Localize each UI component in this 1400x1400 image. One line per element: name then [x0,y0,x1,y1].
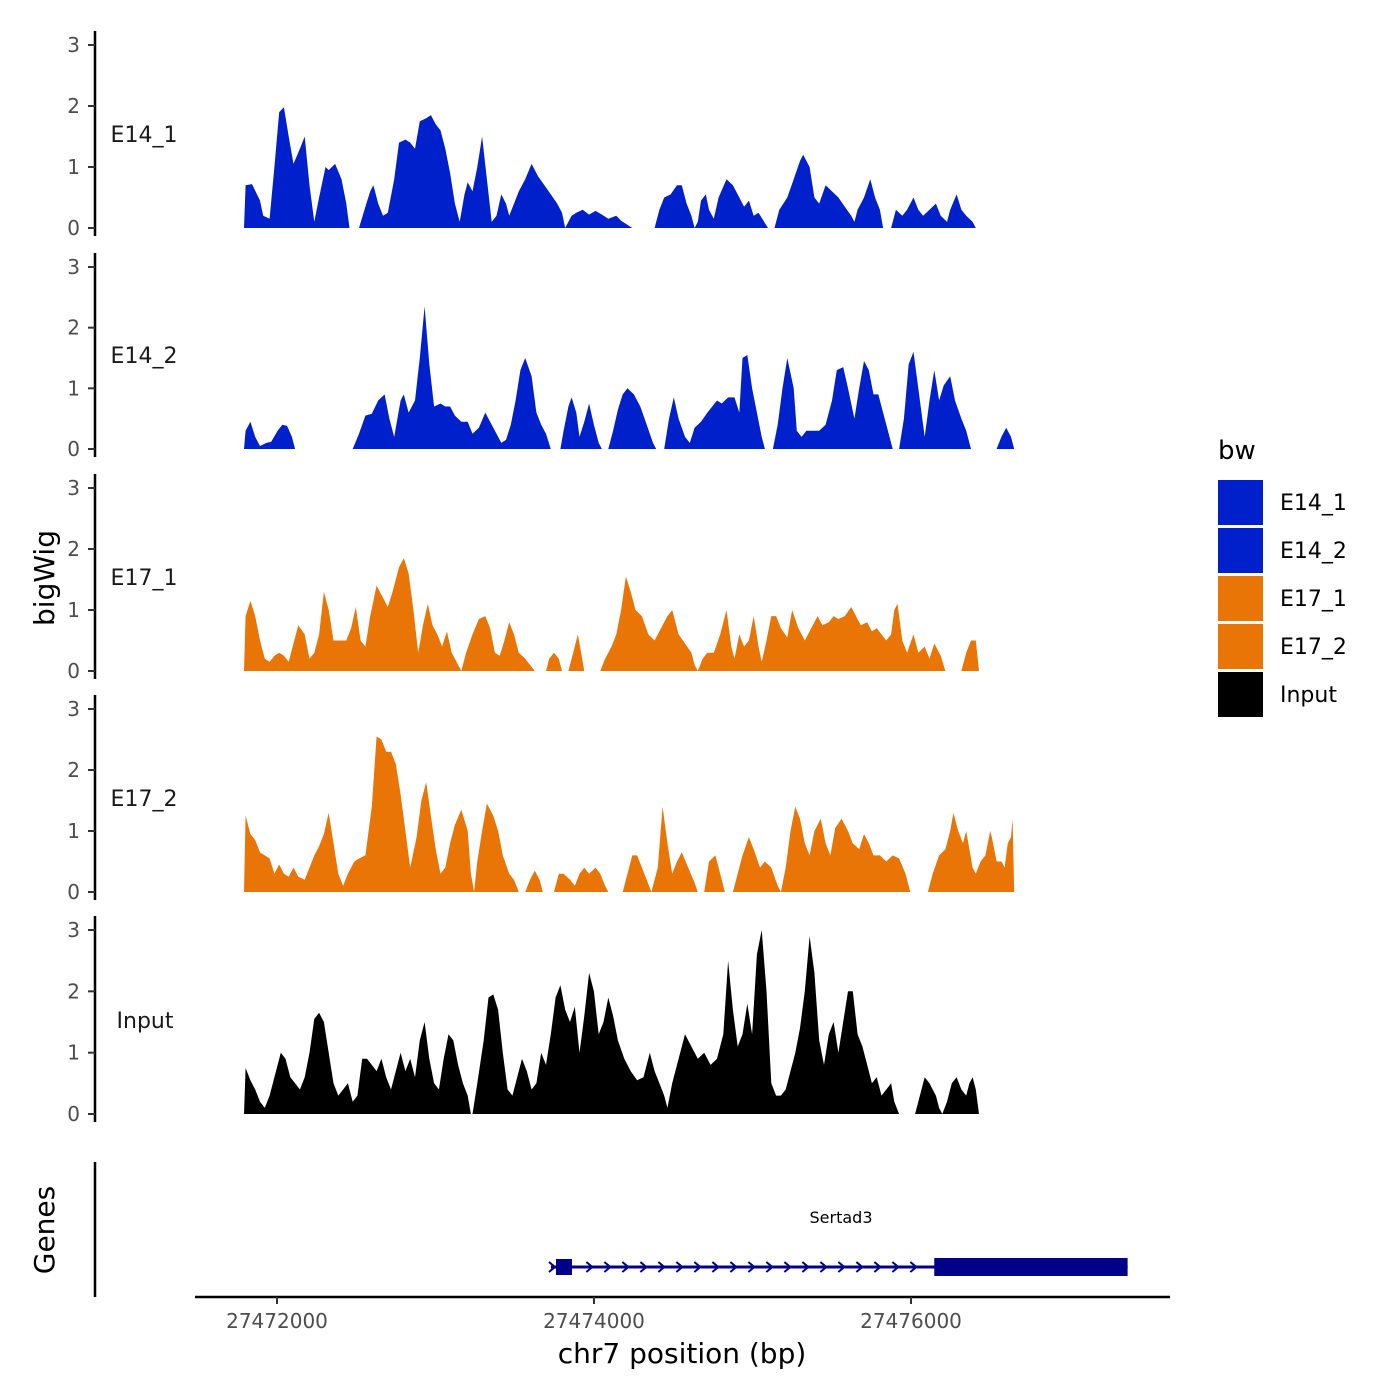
legend-label-E17_2: E17_2 [1280,635,1347,660]
coverage-area-Input [244,930,979,1114]
y-tick-label: 0 [67,1102,80,1126]
gene-start-arrow [548,1261,557,1273]
y-axis-title: bigWig [28,530,61,626]
x-axis-title: chr7 position (bp) [558,1337,807,1370]
gene-strand-arrow [603,1261,612,1273]
gene-strand-arrow [819,1261,828,1273]
coverage-area-E17_2 [244,736,1015,892]
gene-strand-arrow [711,1261,720,1273]
x-tick-label: 27476000 [860,1309,962,1333]
y-tick-label: 1 [67,155,80,179]
track-label-E17_2: E17_2 [111,787,178,812]
track-label-Input: Input [117,1009,174,1034]
y-tick-label: 0 [67,437,80,461]
gene-strand-arrow [747,1261,756,1273]
coverage-area-E17_1 [244,558,979,671]
y-tick-label: 2 [67,979,80,1003]
gene-strand-arrow [585,1261,594,1273]
gene-strand-arrow [675,1261,684,1273]
gene-strand-arrow [891,1261,900,1273]
legend-label-E14_2: E14_2 [1280,539,1347,564]
y-tick-label: 1 [67,819,80,843]
y-tick-label: 3 [67,255,80,279]
gene-strand-arrow [729,1261,738,1273]
y-tick-label: 0 [67,216,80,240]
gene-strand-arrow [621,1261,630,1273]
y-tick-label: 2 [67,316,80,340]
y-tick-label: 2 [67,94,80,118]
gene-strand-arrow [639,1261,648,1273]
gene-strand-arrow [693,1261,702,1273]
gene-strand-arrow [801,1261,810,1273]
legend-label-E17_1: E17_1 [1280,587,1347,612]
legend-label-E14_1: E14_1 [1280,491,1347,516]
coverage-area-E14_2 [244,306,1015,449]
y-tick-label: 1 [67,376,80,400]
legend-swatch-E14_1 [1218,480,1263,525]
y-tick-label: 1 [67,598,80,622]
y-tick-label: 3 [67,918,80,942]
legend-swatch-E17_2 [1218,624,1263,669]
gene-strand-arrow [765,1261,774,1273]
track-label-E14_2: E14_2 [111,344,178,369]
y-tick-label: 3 [67,33,80,57]
legend-swatch-E14_2 [1218,528,1263,573]
legend-title: bw [1218,436,1256,466]
x-tick-label: 27472000 [226,1309,328,1333]
gene-strand-arrow [909,1261,918,1273]
gene-strand-arrow [657,1261,666,1273]
y-tick-label: 1 [67,1041,80,1065]
legend-label-Input: Input [1280,683,1337,708]
gene-strand-arrow [783,1261,792,1273]
gene-exon-cds [934,1258,1128,1276]
y-tick-label: 2 [67,537,80,561]
gene-strand-arrow [855,1261,864,1273]
gene-strand-arrow [873,1261,882,1273]
y-tick-label: 3 [67,697,80,721]
legend-swatch-Input [1218,672,1263,717]
track-label-E17_1: E17_1 [111,566,178,591]
gene-strand-arrow [837,1261,846,1273]
y-tick-label: 3 [67,476,80,500]
y-tick-label: 0 [67,880,80,904]
gene-exon-utr [555,1259,572,1275]
coverage-area-E14_1 [244,107,976,228]
y-tick-label: 0 [67,659,80,683]
x-tick-label: 27474000 [543,1309,645,1333]
genes-axis-title: Genes [28,1186,61,1274]
gene-label-sertad3: Sertad3 [810,1208,873,1227]
y-tick-label: 2 [67,758,80,782]
track-label-E14_1: E14_1 [111,123,178,148]
legend-swatch-E17_1 [1218,576,1263,621]
